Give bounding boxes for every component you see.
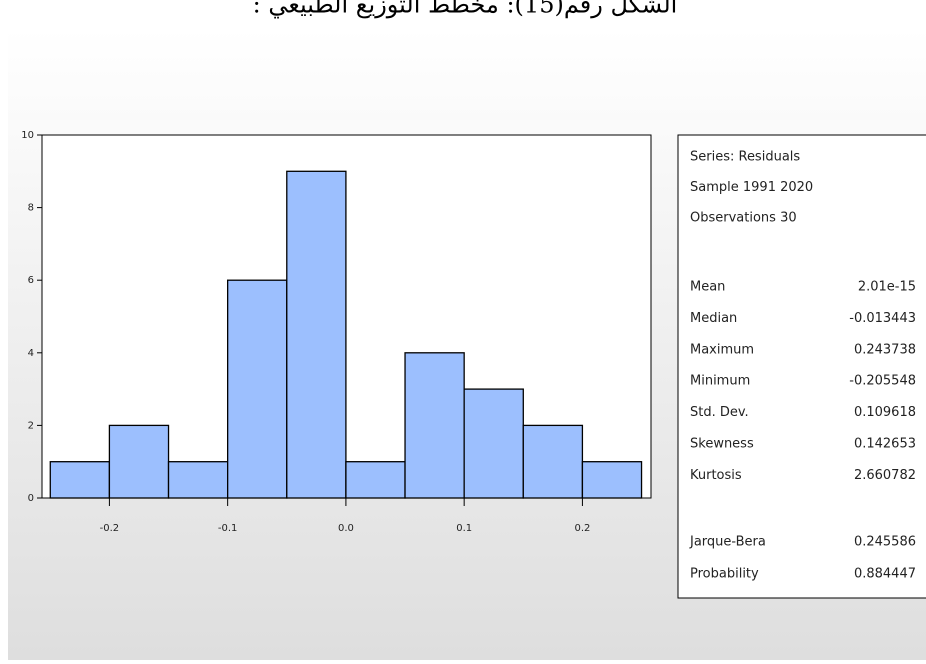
stats-header: Series: Residuals	[690, 150, 800, 165]
y-tick-label: 6	[28, 275, 34, 286]
stat-label: Kurtosis	[690, 468, 742, 483]
caption: الشكل رقم(15): مخطط التوزيع الطبيعي :	[253, 0, 678, 19]
bar	[404, 352, 465, 499]
y-tick-label: 8	[28, 203, 34, 214]
bar	[463, 388, 524, 499]
test-value: 0.884447	[854, 567, 916, 582]
stats-header: Observations 30	[690, 211, 797, 226]
stat-label: Maximum	[690, 342, 754, 357]
bar	[581, 461, 643, 499]
test-value: 0.245586	[854, 535, 916, 550]
stats-box	[677, 134, 926, 599]
y-tick-label: 2	[28, 420, 34, 431]
stat-label: Skewness	[690, 437, 754, 452]
x-tick-label: 0.0	[338, 523, 354, 534]
stat-value: -0.205548	[849, 374, 916, 389]
x-tick-label: 0.1	[456, 523, 472, 534]
stat-label: Median	[690, 311, 737, 326]
test-label: Jarque-Bera	[689, 535, 766, 550]
y-tick-label: 4	[28, 348, 34, 359]
test-label: Probability	[690, 567, 759, 582]
stat-value: 0.109618	[854, 405, 916, 420]
stats-header: Sample 1991 2020	[690, 180, 813, 195]
bar	[108, 424, 170, 499]
y-tick-label: 10	[21, 130, 34, 141]
stat-value: 2.660782	[854, 468, 916, 483]
stat-value: 0.243738	[854, 342, 916, 357]
x-tick-label: -0.1	[218, 523, 238, 534]
stat-label: Std. Dev.	[690, 405, 749, 420]
stat-value: 2.01e-15	[858, 280, 916, 295]
bar	[167, 461, 229, 499]
y-tick-label: 0	[28, 493, 34, 504]
stat-label: Mean	[690, 280, 725, 295]
stat-value: -0.013443	[849, 311, 916, 326]
x-tick-label: 0.2	[574, 523, 590, 534]
x-tick-label: -0.2	[100, 523, 120, 534]
bar	[345, 461, 406, 499]
stat-value: 0.142653	[854, 437, 916, 452]
bar	[227, 279, 288, 499]
bar	[286, 170, 347, 499]
bar	[49, 461, 111, 499]
stat-label: Minimum	[690, 374, 750, 389]
bar	[522, 424, 584, 499]
